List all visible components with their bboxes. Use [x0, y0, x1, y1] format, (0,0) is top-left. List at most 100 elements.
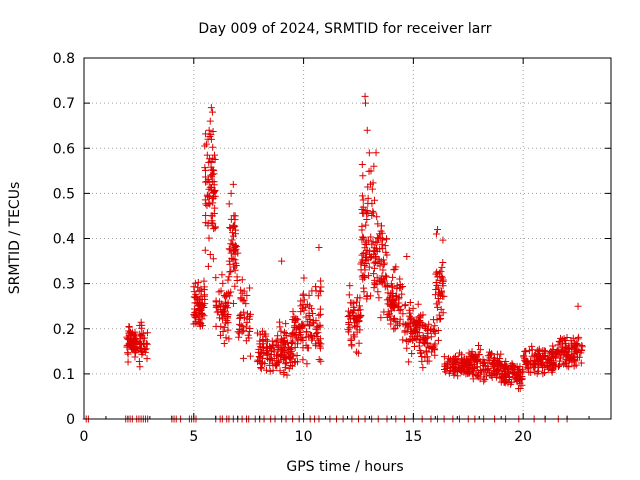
data-point	[396, 284, 404, 292]
data-point	[373, 213, 381, 221]
data-point	[231, 244, 239, 252]
data-point	[439, 259, 447, 267]
data-point	[124, 358, 132, 366]
data-point	[242, 300, 250, 308]
data-point	[429, 326, 437, 334]
data-point	[205, 234, 213, 242]
data-point	[299, 291, 307, 299]
data-point	[525, 368, 533, 376]
data-point	[552, 353, 560, 361]
data-point	[236, 325, 244, 333]
data-point	[375, 294, 383, 302]
data-point	[209, 178, 217, 186]
data-point	[405, 306, 413, 314]
data-point	[345, 291, 353, 299]
data-point	[219, 279, 227, 287]
data-point	[233, 273, 241, 281]
data-point	[433, 268, 441, 276]
data-point	[475, 350, 483, 358]
data-point	[296, 328, 304, 336]
data-point	[365, 149, 373, 157]
data-point	[210, 188, 218, 196]
data-point	[361, 92, 369, 100]
data-point	[244, 331, 252, 339]
data-point	[273, 352, 281, 360]
data-point	[190, 311, 198, 319]
data-point	[369, 207, 377, 215]
data-point	[368, 240, 376, 248]
data-point	[370, 162, 378, 170]
data-point	[401, 321, 409, 329]
data-point	[316, 310, 324, 318]
data-point	[226, 260, 234, 268]
data-point	[230, 212, 238, 220]
data-point	[217, 331, 225, 339]
data-point	[257, 349, 265, 357]
data-point	[425, 357, 433, 365]
data-point	[578, 343, 586, 351]
data-point	[569, 352, 577, 360]
data-point	[396, 275, 404, 283]
data-point	[142, 345, 150, 353]
data-point	[278, 257, 286, 265]
data-point	[563, 362, 571, 370]
data-point	[282, 320, 290, 328]
data-point	[490, 359, 498, 367]
y-tick-label: 0.7	[53, 96, 75, 112]
data-point	[224, 326, 232, 334]
data-point	[485, 348, 493, 356]
data-point	[231, 266, 239, 274]
data-point	[416, 319, 424, 327]
data-point	[198, 309, 206, 317]
y-tick-label: 0.8	[53, 51, 75, 67]
y-axis-label: SRMTID / TECUs	[7, 182, 23, 295]
data-point	[124, 341, 132, 349]
data-point	[490, 370, 498, 378]
data-point	[208, 170, 216, 178]
data-point	[137, 344, 145, 352]
data-point	[386, 312, 394, 320]
data-point	[571, 357, 579, 365]
data-point	[276, 367, 284, 375]
data-point	[201, 196, 209, 204]
data-point	[207, 171, 215, 179]
data-point	[360, 262, 368, 270]
data-point	[225, 257, 233, 265]
data-point	[358, 205, 366, 213]
data-point	[371, 264, 379, 272]
data-point	[228, 236, 236, 244]
data-point	[563, 333, 571, 341]
data-point	[193, 295, 201, 303]
data-point	[492, 371, 500, 379]
data-point	[572, 340, 580, 348]
data-point	[521, 347, 529, 355]
data-point	[388, 307, 396, 315]
data-point	[405, 358, 413, 366]
data-point	[246, 284, 254, 292]
data-point	[125, 323, 133, 331]
data-point	[212, 274, 220, 282]
data-point	[315, 244, 323, 252]
data-point	[398, 290, 406, 298]
data-point	[437, 267, 445, 275]
data-point	[418, 357, 426, 365]
data-point	[409, 336, 417, 344]
data-point	[223, 313, 231, 321]
data-point	[131, 343, 139, 351]
data-point	[370, 244, 378, 252]
y-tick-label: 0	[66, 412, 75, 428]
data-point	[539, 362, 547, 370]
data-point	[226, 292, 234, 300]
data-point	[410, 342, 418, 350]
data-point	[357, 260, 365, 268]
data-point	[372, 239, 380, 247]
data-point	[302, 341, 310, 349]
data-point	[277, 327, 285, 335]
data-point	[202, 130, 210, 138]
data-point	[293, 351, 301, 359]
data-point	[300, 306, 308, 314]
data-point	[200, 292, 208, 300]
data-point	[347, 299, 355, 307]
data-point	[362, 99, 370, 107]
